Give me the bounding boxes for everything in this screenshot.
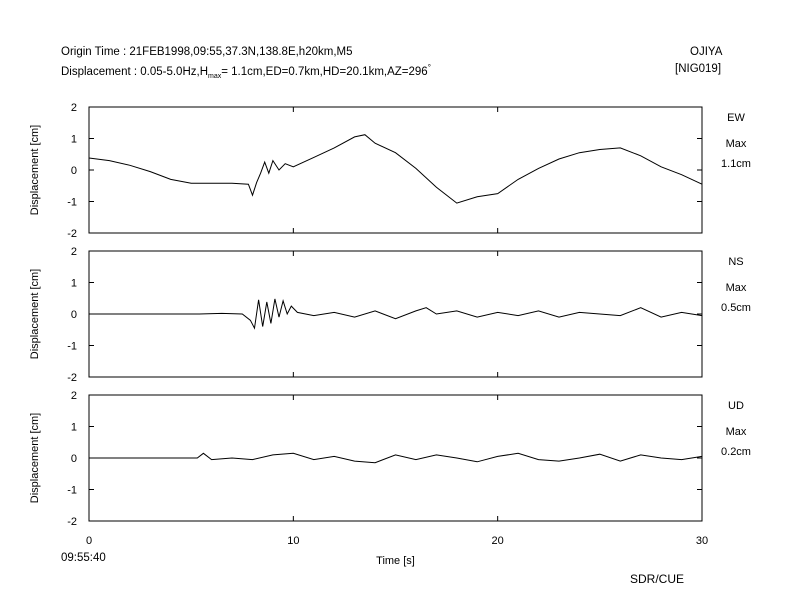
ytick-label-ns: 1	[71, 278, 77, 290]
xtick-label: 30	[696, 535, 708, 547]
displacement-info-label: Displacement : 0.05-5.0Hz,Hmax= 1.1cm,ED…	[61, 63, 431, 80]
max-value-ns: 0.5cm	[721, 302, 751, 314]
ytick-label-ew: -1	[67, 197, 77, 209]
credit-label: SDR/CUE	[630, 572, 685, 586]
waveform-ud	[89, 452, 703, 464]
max-label-ns: Max	[726, 282, 747, 294]
displacement-prefix: Displacement : 0.05-5.0Hz,H	[61, 65, 209, 78]
ytick-label-ns: -2	[67, 372, 77, 384]
ytick-label-ew: 2	[71, 102, 77, 114]
y-axis-label-ud: Displacement [cm]	[29, 413, 41, 503]
ytick-label-ud: 0	[71, 453, 77, 465]
ytick-label-ns: -1	[67, 341, 77, 353]
xtick-label: 10	[287, 535, 299, 547]
max-label-ew: Max	[726, 138, 747, 150]
xtick-label: 20	[492, 535, 504, 547]
panel-frame-ew	[88, 106, 703, 234]
displacement-subscript: max	[208, 73, 222, 81]
x-axis-label: Time [s]	[376, 555, 415, 567]
y-axis-label-ew: Displacement [cm]	[29, 125, 41, 215]
component-label-ew: EW	[727, 112, 745, 124]
degree-symbol: °	[427, 63, 431, 72]
station-code: [NIG019]	[675, 63, 722, 75]
start-time-label: 09:55:40	[61, 552, 106, 564]
ytick-label-ud: 2	[71, 390, 77, 402]
max-value-ew: 1.1cm	[721, 158, 751, 170]
ytick-label-ew: 0	[71, 165, 77, 177]
ytick-label-ns: 0	[71, 309, 77, 321]
origin-time-label: Origin Time : 21FEB1998,09:55,37.3N,138.…	[61, 46, 353, 58]
ytick-label-ew: -2	[67, 228, 77, 240]
station-name: OJIYA	[690, 46, 723, 58]
ytick-label-ns: 2	[71, 246, 77, 258]
waveform-ew	[88, 134, 703, 204]
ytick-label-ud: -1	[67, 485, 77, 497]
component-label-ud: UD	[728, 400, 744, 412]
ytick-label-ud: 1	[71, 422, 77, 434]
ytick-label-ew: 1	[71, 134, 77, 146]
max-label-ud: Max	[726, 426, 747, 438]
displacement-suffix: = 1.1cm,ED=0.7km,HD=20.1km,AZ=296	[221, 65, 428, 78]
xtick-label: 0	[86, 535, 92, 547]
waveform-ns	[89, 298, 703, 330]
component-label-ns: NS	[728, 256, 743, 268]
y-axis-label-ns: Displacement [cm]	[29, 269, 41, 359]
max-value-ud: 0.2cm	[721, 446, 751, 458]
ytick-label-ud: -2	[67, 516, 77, 528]
